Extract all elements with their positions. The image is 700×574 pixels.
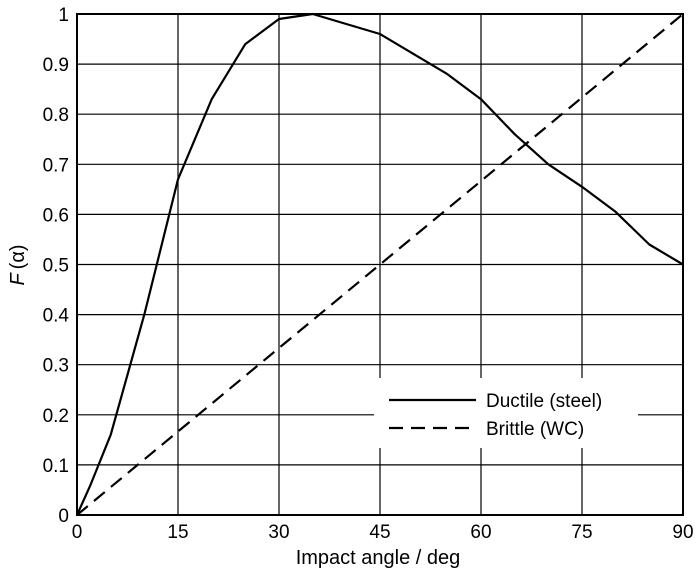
x-tick-label: 30 [268, 522, 289, 543]
x-tick-label: 75 [571, 522, 592, 543]
ticks: 0 15 30 45 60 75 90 0 0.1 0.2 0.3 0.4 0.5 0.6 0.7 0.8 0.… [43, 5, 694, 543]
y-tick-label: 0.8 [43, 105, 69, 126]
x-tick-label: 60 [470, 522, 491, 543]
y-tick-label: 1 [58, 5, 69, 26]
x-tick-label: 0 [72, 522, 83, 543]
x-tick-label: 90 [672, 522, 693, 543]
y-tick-label: 0 [58, 506, 69, 527]
y-axis-label-main: F [7, 272, 29, 286]
y-tick-label: 0.5 [43, 256, 69, 277]
series-layer [75, 12, 684, 516]
legend: Ductile (steel) Brittle (WC) [374, 378, 638, 448]
y-tick-label: 0.3 [43, 356, 69, 377]
x-axis-label: Impact angle / deg [296, 547, 461, 569]
y-tick-label: 0.7 [43, 155, 69, 176]
ductile-series-line [75, 12, 684, 516]
legend-item-brittle-label: Brittle (WC) [486, 419, 584, 440]
legend-box [374, 378, 638, 448]
x-tick-label: 45 [369, 522, 390, 543]
plot-frame [76, 13, 684, 516]
y-tick-label: 0.2 [43, 406, 69, 427]
legend-item-ductile-label: Ductile (steel) [486, 391, 602, 412]
y-tick-label: 0.9 [43, 55, 69, 76]
y-tick-label: 0.1 [43, 456, 69, 477]
x-tick-label: 15 [167, 522, 188, 543]
y-axis-label: F (α) [7, 244, 29, 285]
y-tick-label: 0.4 [43, 306, 70, 327]
y-axis-label-arg: (α) [7, 244, 29, 269]
y-tick-label: 0.6 [43, 205, 69, 226]
